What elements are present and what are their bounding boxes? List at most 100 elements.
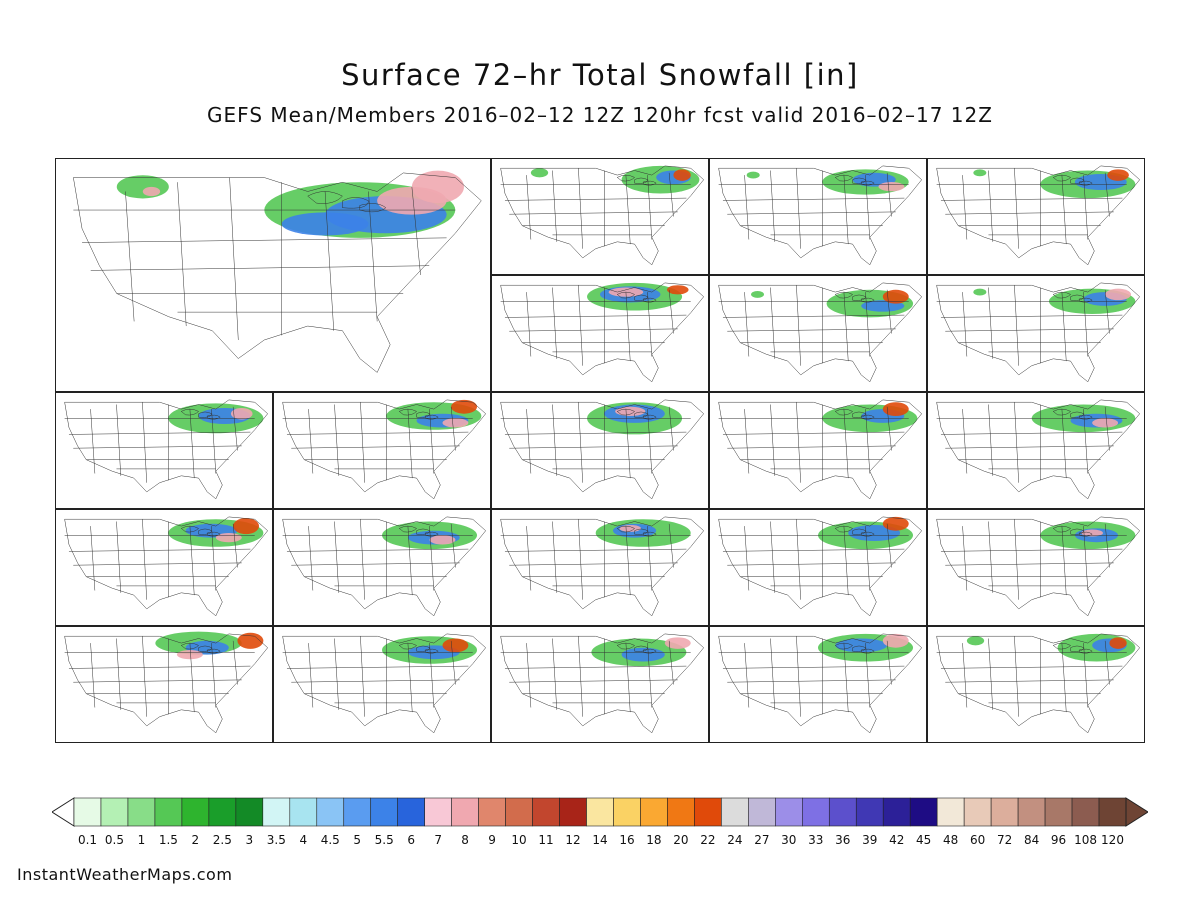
state-border (844, 175, 848, 244)
great-lakes (1053, 409, 1092, 419)
state-border (578, 636, 582, 717)
colorbar-label: 36 (835, 833, 851, 847)
panel-member (709, 509, 927, 626)
state-border (626, 175, 630, 244)
colorbar-swatch (370, 797, 398, 827)
state-border (287, 549, 468, 551)
state-border (325, 191, 334, 330)
state-border (430, 643, 434, 707)
panel-member (273, 509, 491, 626)
panel-member (491, 392, 709, 509)
colorbar-label: 84 (1023, 833, 1040, 847)
great-lakes (835, 292, 874, 302)
state-border (291, 563, 459, 565)
state-border (552, 639, 556, 710)
state-border (1084, 526, 1088, 590)
state-border (1014, 402, 1018, 483)
state-border (723, 549, 904, 551)
state-border (73, 446, 241, 448)
great-lakes (835, 409, 874, 419)
state-border (770, 639, 774, 710)
state-border (723, 432, 904, 434)
snow-area (230, 407, 253, 420)
snowfall-map (928, 159, 1144, 274)
colorbar-swatch (667, 797, 695, 827)
colorbar-label: 18 (646, 833, 662, 847)
state-border (309, 409, 313, 473)
great-lakes (617, 643, 656, 653)
colorbar-label: 96 (1050, 833, 1067, 847)
state-border (727, 329, 895, 331)
colorbar-label: 27 (754, 833, 770, 847)
us-outline (719, 400, 922, 499)
state-border (727, 212, 895, 214)
state-border (963, 526, 967, 590)
state-border (723, 198, 904, 200)
state-border (430, 526, 434, 590)
snow-area (664, 637, 691, 649)
us-outline (937, 166, 1140, 265)
panel-member (273, 392, 491, 509)
colorbar-label: 8 (461, 833, 469, 847)
colorbar-label: 22 (700, 833, 716, 847)
state-border (988, 405, 992, 476)
state-border (190, 643, 194, 712)
colorbar-swatch (424, 797, 452, 827)
great-lakes (181, 409, 220, 419)
panel-member (491, 626, 709, 743)
us-outline (501, 166, 704, 265)
state-border (796, 519, 800, 600)
panel-member (709, 275, 927, 392)
great-lakes (617, 175, 656, 185)
snowfall-map (710, 276, 926, 391)
us-outline (719, 634, 922, 733)
snow-area (878, 182, 905, 192)
us-outline (501, 634, 704, 733)
state-border (552, 405, 556, 476)
colorbar (52, 797, 1148, 827)
snow-area (442, 418, 469, 428)
state-border (212, 409, 216, 473)
colorbar-swatch (828, 797, 857, 827)
snowfall-map (492, 510, 708, 625)
colorbar-swatch (775, 797, 803, 827)
colorbar-label: 10 (511, 833, 527, 847)
colorbar-label: 1.5 (158, 833, 178, 847)
state-border (745, 409, 749, 473)
us-outline (719, 166, 922, 265)
state-border (727, 446, 895, 448)
state-border (527, 292, 531, 356)
great-lakes (617, 292, 656, 302)
snowfall-map (492, 393, 708, 508)
us-outline (283, 634, 486, 733)
state-border (1014, 519, 1018, 600)
state-border (309, 643, 313, 707)
colorbar-swatch (1044, 797, 1073, 827)
colorbar-swatch (559, 797, 587, 827)
state-border (626, 526, 630, 595)
state-border (451, 407, 455, 451)
state-border (69, 549, 250, 551)
state-border (334, 522, 338, 593)
state-border (866, 643, 870, 707)
state-border (941, 198, 1122, 200)
panel-member (491, 158, 709, 275)
state-border (505, 315, 686, 317)
panel-mean (55, 158, 491, 392)
colorbar-swatch (505, 797, 533, 827)
state-border (552, 171, 556, 242)
colorbar-label: 7 (434, 833, 442, 847)
state-border (178, 182, 187, 326)
us-outline (937, 517, 1140, 616)
snow-area (237, 632, 264, 649)
panel-member (927, 275, 1145, 392)
state-border (233, 407, 237, 451)
snow-area (673, 169, 691, 181)
colorbar-swatch (721, 797, 749, 827)
colorbar-label: 0.1 (77, 833, 98, 847)
colorbar-swatch (262, 797, 291, 827)
state-border (451, 641, 455, 685)
state-border (578, 168, 582, 249)
great-lakes (835, 175, 874, 185)
state-border (1084, 643, 1088, 707)
